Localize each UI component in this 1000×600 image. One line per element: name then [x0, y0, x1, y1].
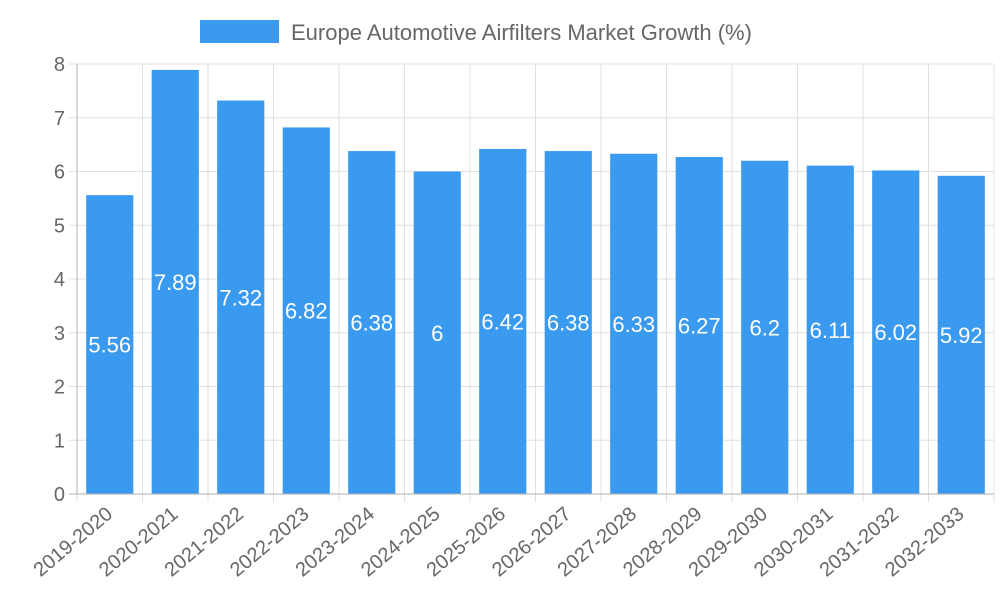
bars [86, 69, 985, 495]
bar[interactable] [675, 156, 723, 495]
bar-data-label: 6.02 [874, 320, 917, 345]
grid-lines [76, 63, 995, 502]
bar-data-label: 6.38 [547, 311, 590, 336]
bar[interactable] [413, 171, 461, 495]
bar-data-label: 7.32 [219, 285, 262, 310]
bar[interactable] [86, 195, 134, 494]
bar-data-label: 6.27 [678, 313, 721, 338]
bar[interactable] [610, 153, 658, 494]
bar[interactable] [872, 170, 920, 495]
chart-legend[interactable]: Europe Automotive Airfilters Market Grow… [200, 20, 752, 45]
bar[interactable] [479, 148, 527, 495]
bar-data-label: 6.33 [612, 312, 655, 337]
y-tick-label: 1 [54, 430, 65, 452]
bar[interactable] [217, 100, 265, 495]
y-tick-label: 7 [54, 108, 65, 130]
bar-data-label: 6.11 [810, 318, 851, 343]
y-tick-label: 4 [54, 269, 65, 291]
bar[interactable] [937, 175, 985, 495]
bar[interactable] [282, 127, 330, 495]
bar-data-labels: 5.56 7.89 7.32 6.82 6.38 6 6.42 6.38 6.33 6.27 6.2… [88, 270, 982, 358]
y-axis-tick-labels: 0 1 2 3 4 5 6 7 8 [54, 54, 65, 506]
legend-swatch [200, 20, 279, 43]
bar-data-label: 6.38 [350, 311, 393, 336]
y-tick-label: 2 [54, 377, 65, 399]
bar-data-label: 7.89 [154, 270, 197, 295]
bar-data-label: 6.82 [285, 299, 328, 324]
y-tick-label: 8 [54, 54, 65, 76]
bar[interactable] [806, 165, 854, 494]
bar[interactable] [741, 160, 789, 494]
bar-data-label: 6.2 [749, 315, 780, 340]
y-tick-label: 5 [54, 215, 65, 237]
bar-data-label: 6.42 [481, 309, 524, 334]
bar-data-label: 6 [431, 321, 443, 346]
bar-data-label: 5.92 [940, 323, 983, 348]
bar[interactable] [151, 69, 199, 494]
bar[interactable] [544, 151, 592, 494]
y-tick-label: 6 [54, 162, 65, 184]
x-axis-tick-labels: 2019-20202020-20212021-20222022-20232023… [30, 503, 969, 581]
y-tick-label: 3 [54, 323, 65, 345]
bar[interactable] [348, 151, 396, 494]
axes [69, 63, 994, 495]
y-tick-label: 0 [54, 484, 65, 506]
legend-label: Europe Automotive Airfilters Market Grow… [291, 20, 752, 45]
bar-data-label: 5.56 [88, 333, 131, 358]
